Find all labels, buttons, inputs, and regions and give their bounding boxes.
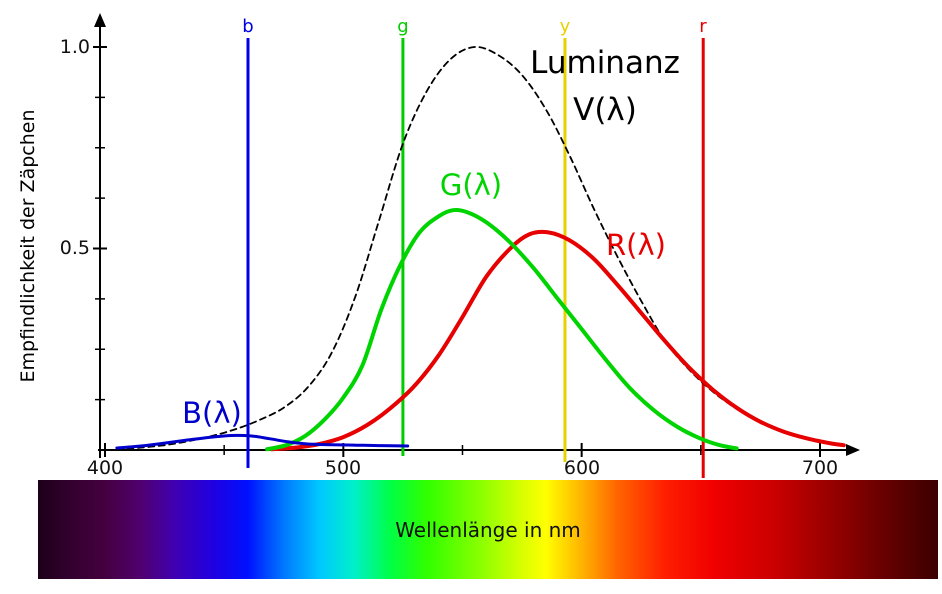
plot-area — [93, 13, 860, 478]
y-tick-label-05: 0.5 — [59, 237, 90, 259]
x-tick-label-600: 600 — [563, 457, 601, 479]
wavelength-bar-label: Wellenlänge in nm — [395, 517, 581, 542]
ref-line-label-r: r — [699, 16, 707, 37]
curve-luminance — [116, 46, 845, 451]
x-tick-label-700: 700 — [801, 457, 839, 479]
blue-curve-label: B(λ) — [182, 396, 242, 430]
y-axis-arrow — [94, 13, 106, 27]
x-tick-label-400: 400 — [86, 457, 124, 479]
green-curve-label: G(λ) — [439, 168, 503, 202]
spectrum-bar: Wellenlänge in nm — [38, 480, 938, 579]
curve-red-cone — [269, 229, 846, 452]
curve-blue-cone — [115, 433, 410, 450]
y-axis-title: Empfindlichkeit der Zäpchen — [17, 109, 39, 383]
y-tick-label-1: 1.0 — [59, 36, 90, 58]
luminance-label-line1: Luminanz — [530, 45, 680, 81]
ref-line-label-g: g — [397, 16, 409, 37]
ref-line-label-b: b — [242, 16, 254, 37]
luminance-label-line2: V(λ) — [573, 92, 637, 128]
x-tick-label-500: 500 — [324, 457, 362, 479]
curve-green-cone — [265, 207, 739, 452]
x-axis-arrow — [846, 444, 860, 456]
red-curve-label: R(λ) — [606, 228, 666, 262]
ref-line-label-y: y — [559, 16, 571, 37]
